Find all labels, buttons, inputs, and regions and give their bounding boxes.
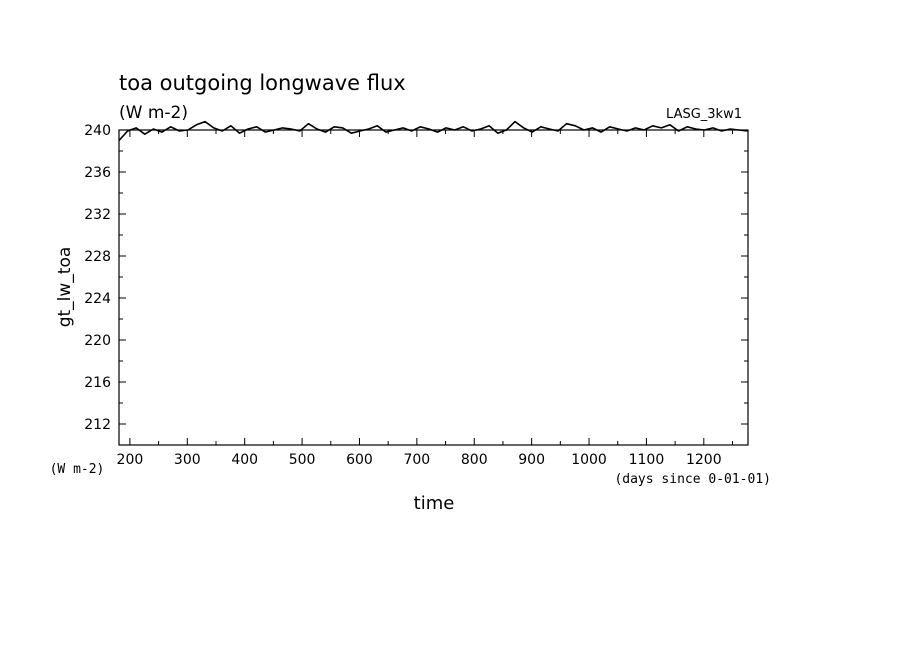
x-axis-ticks: 200 300 400 500 600 700 800 900 1000 1100 1200 bbox=[117, 130, 734, 468]
chart-subtitle: (W m-2) bbox=[119, 103, 188, 123]
y-tick-label: 236 bbox=[84, 165, 111, 181]
x-tick-label: 500 bbox=[289, 452, 316, 468]
y-tick-label: 216 bbox=[84, 375, 111, 391]
x-tick-label: 400 bbox=[231, 452, 258, 468]
x-axis-label: time bbox=[414, 493, 455, 514]
y-tick-label: 240 bbox=[84, 123, 111, 139]
x-tick-label: 1100 bbox=[629, 452, 665, 468]
x-axis-unit: (days since 0-01-01) bbox=[614, 472, 771, 487]
x-tick-label: 300 bbox=[174, 452, 201, 468]
y-tick-label: 232 bbox=[84, 207, 111, 223]
y-axis-ticks: 212 216 220 224 228 232 236 240 bbox=[84, 123, 748, 446]
chart-title: toa outgoing longwave flux bbox=[119, 71, 406, 95]
y-tick-label: 212 bbox=[84, 417, 111, 433]
x-tick-label: 1000 bbox=[571, 452, 607, 468]
x-tick-label: 200 bbox=[117, 452, 144, 468]
y-axis-label: gt_lw_toa bbox=[55, 247, 75, 328]
y-tick-label: 228 bbox=[84, 249, 111, 265]
x-tick-label: 900 bbox=[518, 452, 545, 468]
x-tick-label: 1200 bbox=[686, 452, 722, 468]
series-layer bbox=[118, 120, 748, 142]
plot-frame bbox=[118, 129, 749, 446]
y-tick-label: 220 bbox=[84, 333, 111, 349]
series-line bbox=[118, 120, 748, 142]
x-tick-label: 800 bbox=[461, 452, 488, 468]
y-axis-unit: (W m-2) bbox=[50, 462, 105, 477]
x-tick-label: 700 bbox=[403, 452, 430, 468]
y-tick-label: 224 bbox=[84, 291, 111, 307]
run-label: LASG_3kw1 bbox=[666, 107, 742, 122]
x-tick-label: 600 bbox=[346, 452, 373, 468]
